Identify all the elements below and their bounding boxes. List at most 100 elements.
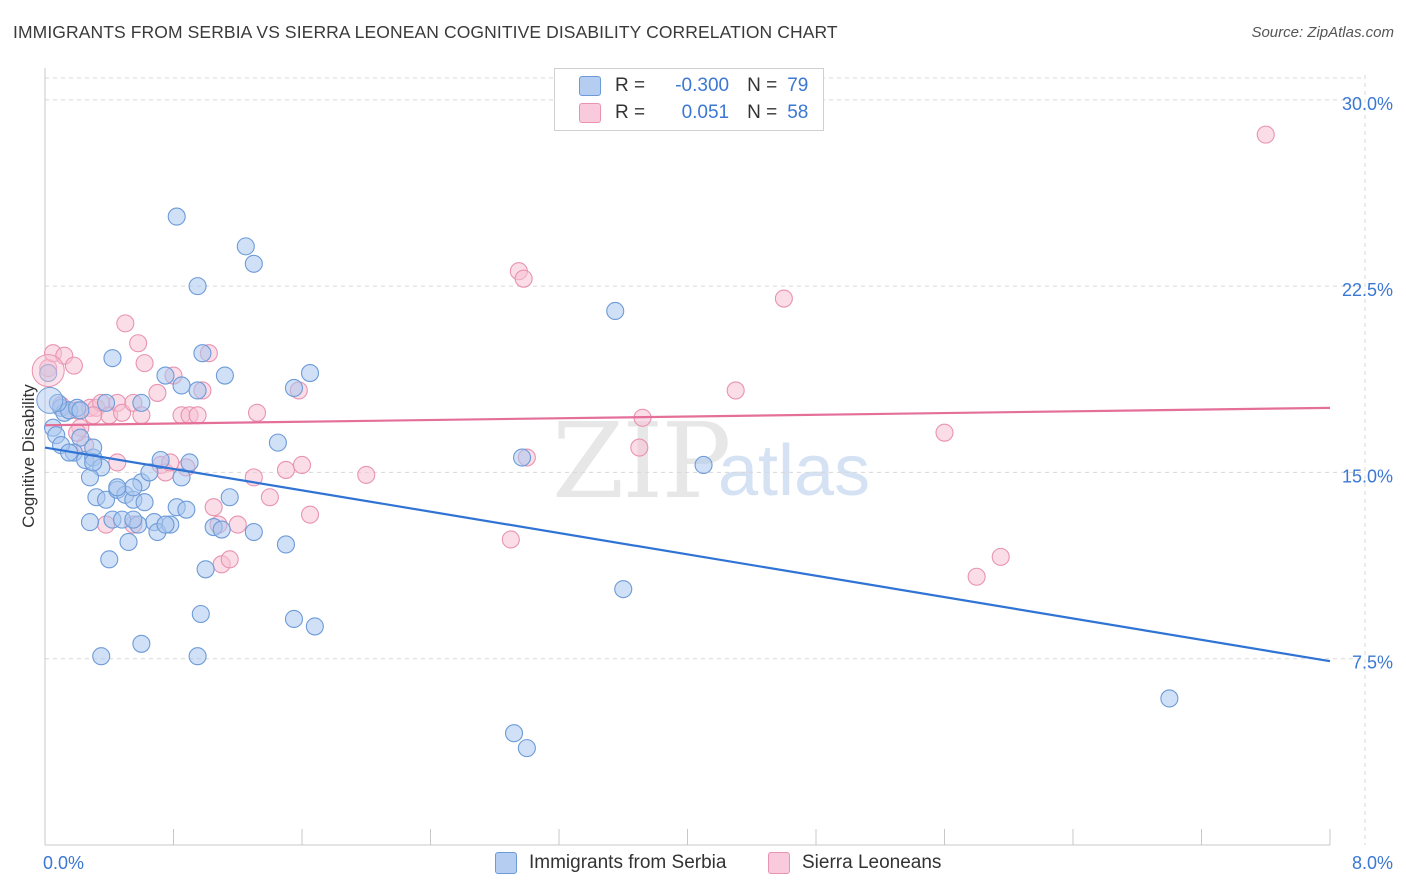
sierra-point <box>514 269 533 288</box>
serbia-point <box>48 393 67 412</box>
serbia-point <box>177 500 196 519</box>
data-points <box>31 125 1275 758</box>
serbia-point <box>108 478 127 497</box>
serbia-point <box>606 301 625 321</box>
sierra-point <box>630 438 649 457</box>
sierra-point <box>774 289 793 308</box>
y-axis-label: Cognitive Disability <box>19 384 38 528</box>
serbia-point <box>135 493 154 512</box>
gridlines <box>45 75 1366 845</box>
serbia-point <box>276 535 295 554</box>
sierra-point <box>188 406 207 425</box>
serbia-point <box>80 513 100 532</box>
legend-n-value: 79 <box>787 75 809 96</box>
sierra-point <box>276 460 295 479</box>
serbia-point <box>103 349 122 368</box>
serbia-point <box>167 207 186 226</box>
serbia-point <box>151 450 170 470</box>
sierra-point <box>148 383 167 402</box>
sierra-point <box>108 453 127 472</box>
serbia-point <box>191 604 210 624</box>
serbia-point <box>124 478 143 497</box>
legend-n-value: 58 <box>787 102 809 123</box>
serbia-point <box>188 277 207 296</box>
serbia-point <box>188 647 207 666</box>
serbia-point <box>284 609 304 629</box>
series-legend-label: Immigrants from Serbia <box>529 852 727 873</box>
serbia-point <box>132 634 151 653</box>
serbia-point <box>196 560 215 579</box>
legend-row-sierra: R = 0.051 N = 58 <box>579 101 808 125</box>
sierra-point <box>228 515 247 534</box>
series-legend: Immigrants from Serbia Sierra Leoneans <box>0 852 1406 876</box>
sierra-point <box>116 314 135 333</box>
serbia-point <box>172 468 191 487</box>
y-tick-label: 30.0% <box>1342 94 1393 114</box>
series-legend-serbia[interactable]: Immigrants from Serbia <box>495 852 726 874</box>
serbia-point <box>156 366 175 385</box>
serbia-point <box>36 386 64 414</box>
sierra-point <box>501 530 520 549</box>
serbia-point <box>284 378 304 398</box>
series-legend-label: Sierra Leoneans <box>802 852 942 873</box>
sierra-point <box>991 547 1010 566</box>
serbia-point <box>132 393 151 412</box>
serbia-point <box>268 433 287 452</box>
chart-title: IMMIGRANTS FROM SERBIA VS SIERRA LEONEAN… <box>13 22 838 42</box>
legend-swatch-pink <box>768 852 790 874</box>
serbia-point <box>694 455 713 475</box>
legend-swatch-pink <box>579 103 601 123</box>
y-tick-label: 22.5% <box>1342 280 1393 300</box>
serbia-point <box>96 393 116 412</box>
serbia-point <box>92 647 111 666</box>
sierra-point <box>726 381 745 400</box>
sierra-point <box>129 334 148 353</box>
sierra-point <box>260 488 279 507</box>
serbia-point <box>71 428 90 447</box>
sierra-point <box>300 505 320 524</box>
sierra-point <box>247 403 267 422</box>
serbia-point <box>84 453 103 472</box>
serbia-point <box>236 237 255 256</box>
y-tick-label: 7.5% <box>1352 653 1393 673</box>
sierra-point <box>967 567 986 586</box>
serbia-point <box>1160 689 1179 708</box>
sierra-point <box>204 498 223 517</box>
serbia-point <box>244 254 263 273</box>
serbia-point <box>614 580 633 599</box>
serbia-point <box>193 344 212 363</box>
serbia-point <box>119 532 138 552</box>
trend-lines <box>44 406 1331 663</box>
serbia-point <box>244 522 263 542</box>
legend-n-label: N = <box>747 102 778 123</box>
sierra-trend-line <box>44 406 1331 427</box>
serbia-trend-line <box>44 446 1331 663</box>
serbia-point <box>188 381 207 400</box>
serbia-point <box>39 364 58 383</box>
legend-row-serbia: R = -0.300 N = 79 <box>579 74 808 98</box>
serbia-point <box>305 617 324 636</box>
serbia-point <box>172 376 191 395</box>
sierra-point <box>135 354 154 373</box>
serbia-point <box>80 468 100 487</box>
sierra-point <box>357 465 376 484</box>
legend-swatch-blue <box>495 852 517 874</box>
serbia-point <box>220 488 239 507</box>
sierra-point <box>1256 125 1275 144</box>
sierra-point <box>31 354 65 388</box>
tick-labels: 7.5% 15.0% 22.5% 30.0% 0.0% 8.0% Cognitive Dis… <box>19 94 1393 873</box>
stats-legend: R = -0.300 N = 79 R = 0.051 N = 58 <box>554 68 824 131</box>
watermark-atlas: atlas <box>718 431 871 511</box>
series-legend-sierra[interactable]: Sierra Leoneans <box>768 852 941 874</box>
serbia-point <box>100 550 119 569</box>
legend-n-label: N = <box>747 75 778 96</box>
legend-r-value: 0.051 <box>681 102 730 123</box>
serbia-point <box>517 739 536 758</box>
sierra-point <box>935 423 954 442</box>
serbia-point <box>124 510 143 529</box>
serbia-point <box>513 448 532 467</box>
x-tick-label: 0.0% <box>43 853 84 873</box>
y-tick-label: 15.0% <box>1342 466 1393 486</box>
serbia-point <box>212 520 231 539</box>
